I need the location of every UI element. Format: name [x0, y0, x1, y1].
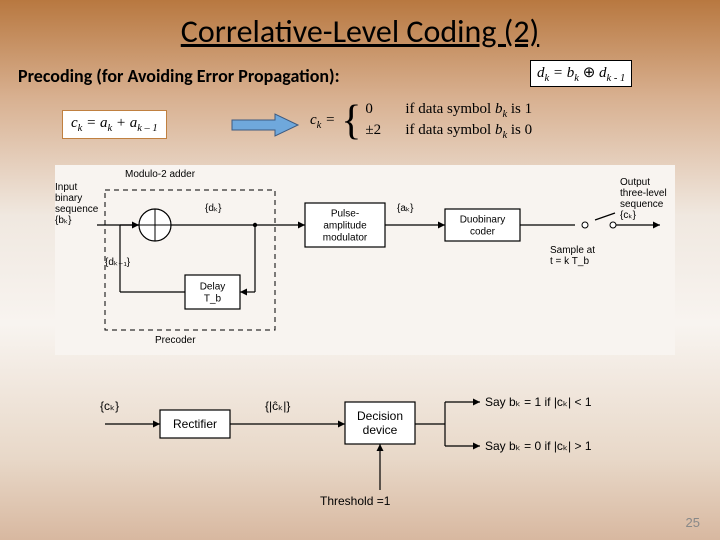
svg-text:T_b: T_b	[204, 294, 222, 305]
svg-text:{cₖ}: {cₖ}	[100, 399, 119, 413]
arrow-icon	[230, 112, 300, 138]
svg-text:sequence: sequence	[620, 199, 664, 210]
svg-text:{bₖ}: {bₖ}	[55, 215, 72, 226]
page-number: 25	[686, 515, 700, 530]
svg-text:Rectifier: Rectifier	[173, 417, 217, 431]
svg-text:Decision: Decision	[357, 409, 403, 423]
svg-text:coder: coder	[470, 227, 496, 238]
equation-ck-cases: ck = { 0if data symbol bk is 1±2if data …	[310, 100, 532, 142]
svg-text:{aₖ}: {aₖ}	[397, 203, 414, 214]
svg-text:Say bₖ = 1 if |cₖ| < 1: Say bₖ = 1 if |cₖ| < 1	[485, 395, 592, 409]
svg-text:Delay: Delay	[200, 282, 226, 293]
svg-text:amplitude: amplitude	[323, 221, 367, 232]
svg-text:three-level: three-level	[620, 188, 667, 199]
svg-text:{|ĉₖ|}: {|ĉₖ|}	[265, 399, 290, 413]
svg-text:Threshold =1: Threshold =1	[320, 494, 391, 508]
svg-text:{cₖ}: {cₖ}	[620, 210, 637, 221]
svg-text:Input: Input	[55, 182, 77, 193]
svg-text:Output: Output	[620, 177, 650, 188]
receiver-block-diagram: {cₖ} Rectifier {|ĉₖ|} Decisiondevice Thresho…	[100, 380, 630, 515]
svg-text:Duobinary: Duobinary	[460, 215, 506, 226]
svg-text:Pulse-: Pulse-	[331, 209, 359, 220]
svg-text:modulator: modulator	[323, 233, 368, 244]
page-title: Correlative-Level Coding (2)	[0, 0, 720, 51]
svg-text:Precoder: Precoder	[155, 335, 196, 346]
svg-text:sequence: sequence	[55, 204, 99, 215]
svg-text:Modulo-2 adder: Modulo-2 adder	[125, 169, 196, 180]
svg-text:Say bₖ = 0 if |cₖ| > 1: Say bₖ = 0 if |cₖ| > 1	[485, 439, 592, 453]
encoder-block-diagram: Modulo-2 adder DelayT_b Pulse-amplitudemod…	[55, 165, 675, 355]
svg-text:{dₖ₋₁}: {dₖ₋₁}	[105, 257, 131, 268]
svg-text:{dₖ}: {dₖ}	[205, 203, 222, 214]
svg-text:device: device	[363, 423, 398, 437]
svg-text:t = k T_b: t = k T_b	[550, 256, 589, 267]
equation-ck-sum: ck = ak + ak – 1	[62, 110, 167, 139]
svg-text:Sample at: Sample at	[550, 245, 595, 256]
equation-dk: dk = bk ⊕ dk - 1	[530, 60, 632, 87]
svg-text:binary: binary	[55, 193, 82, 204]
